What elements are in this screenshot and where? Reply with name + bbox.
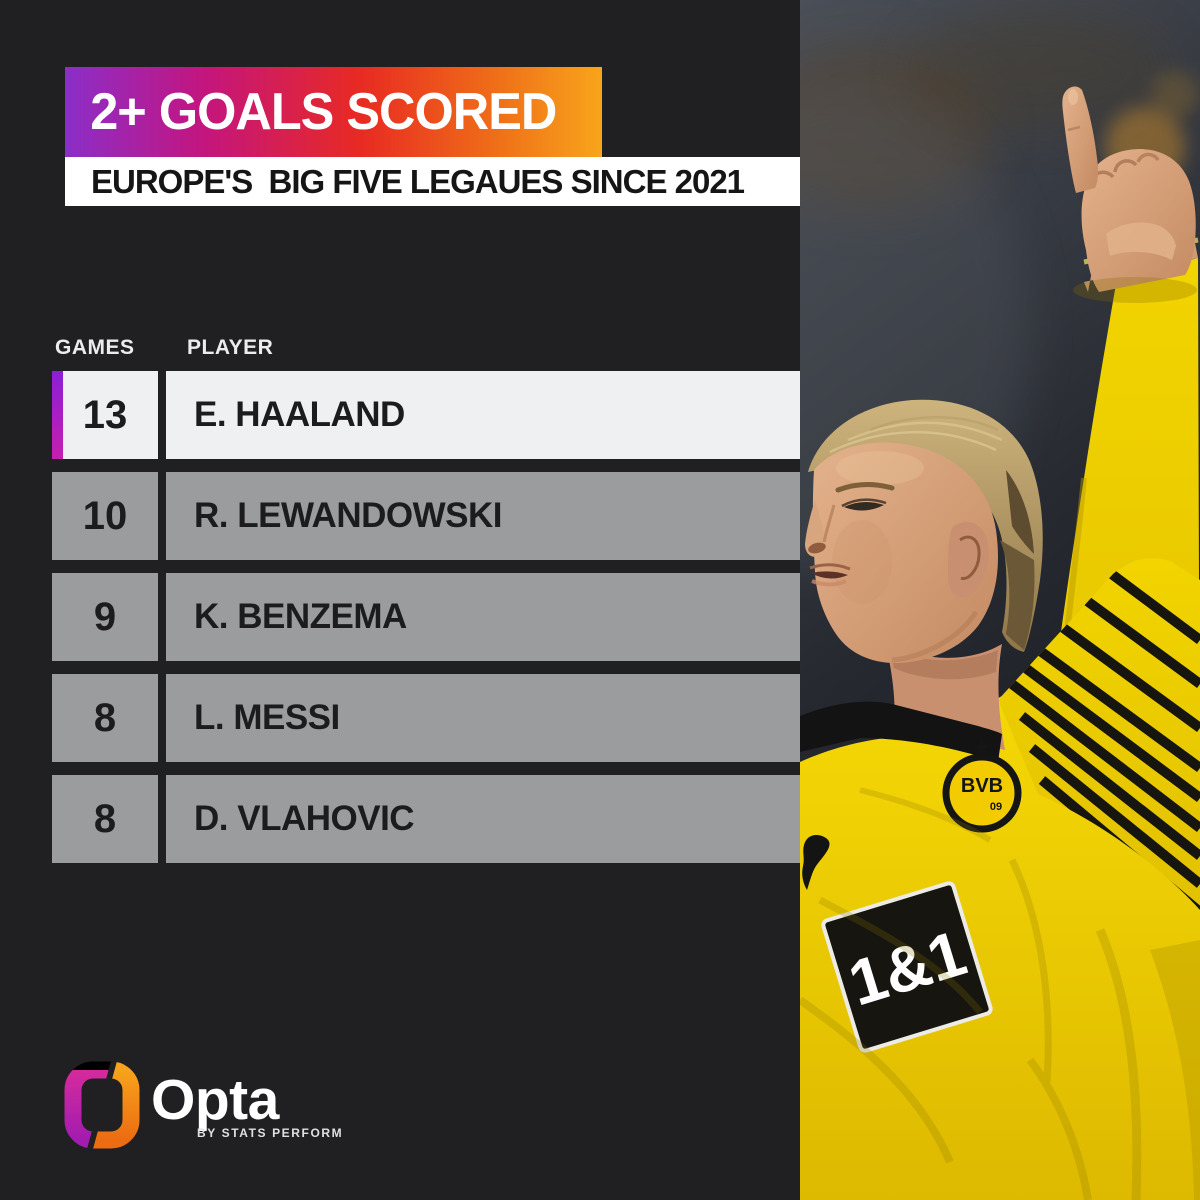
- opta-wordmark: Opta: [151, 1068, 279, 1132]
- table-row: 13 E. HAALAND: [0, 371, 800, 459]
- jersey-collar: [800, 701, 1002, 762]
- highlight-accent-bar: [52, 371, 63, 459]
- eyebrow: [835, 482, 895, 493]
- opta-sub-brand: BY STATS PERFORM: [197, 1126, 344, 1140]
- badge-year: 09: [990, 801, 1002, 813]
- table-row: 9 K. BENZEMA: [0, 573, 800, 661]
- ear: [948, 521, 989, 598]
- jersey-torso: [800, 696, 1200, 1200]
- bvb-badge-icon: BVB 09: [942, 738, 1022, 833]
- player-cell: E. HAALAND: [166, 371, 800, 459]
- player-cell: K. BENZEMA: [166, 573, 800, 661]
- upper-lip: [809, 563, 851, 571]
- table-row: 10 R. LEWANDOWSKI: [0, 472, 800, 560]
- page-title: 2+ GOALS SCORED: [90, 83, 557, 141]
- player-cell: D. VLAHOVIC: [166, 775, 800, 863]
- games-cell: 8: [52, 674, 158, 762]
- player-name: K. BENZEMA: [194, 597, 407, 636]
- head: [805, 399, 1043, 664]
- star-icon: [971, 738, 991, 756]
- subtitle-banner: EUROPE'S BIG FIVE LEGAUES SINCE 2021: [65, 157, 813, 206]
- column-header-player: PLAYER: [187, 336, 274, 359]
- games-cell: 9: [52, 573, 158, 661]
- badge-text: BVB: [961, 775, 1003, 797]
- column-header-games: GAMES: [55, 336, 135, 359]
- games-cell: 13: [52, 371, 158, 459]
- games-value: 9: [93, 594, 117, 639]
- games-value: 8: [93, 695, 117, 740]
- page-subtitle: EUROPE'S BIG FIVE LEGAUES SINCE 2021: [91, 162, 745, 200]
- player-cell: R. LEWANDOWSKI: [166, 472, 800, 560]
- player-photo: BVB 09 1&1: [800, 0, 1200, 1200]
- table-row: 8 D. VLAHOVIC: [0, 775, 800, 863]
- mouth: [811, 571, 848, 579]
- jersey-sponsor-patch: 1&1: [821, 881, 993, 1053]
- player-name: L. MESSI: [194, 698, 340, 737]
- player-name: R. LEWANDOWSKI: [194, 496, 502, 535]
- index-finger: [1062, 86, 1099, 193]
- table-row: 8 L. MESSI: [0, 674, 800, 762]
- eye: [844, 501, 884, 511]
- pointing-hand: [1062, 86, 1198, 303]
- games-value: 10: [82, 493, 128, 538]
- games-value: 13: [82, 392, 128, 437]
- games-cell: 8: [52, 775, 158, 863]
- title-banner: 2+ GOALS SCORED: [65, 67, 602, 157]
- opta-logo-icon: [64, 1061, 140, 1149]
- games-cell: 10: [52, 472, 158, 560]
- player-name: E. HAALAND: [194, 395, 405, 434]
- face: [812, 442, 998, 664]
- player-figure: BVB 09 1&1: [800, 86, 1200, 1200]
- nostril: [808, 542, 826, 554]
- jersey-wrinkles: [800, 787, 1142, 1200]
- games-value: 8: [93, 796, 117, 841]
- player-cell: L. MESSI: [166, 674, 800, 762]
- puma-logo-icon: [802, 835, 830, 890]
- player-name: D. VLAHOVIC: [194, 799, 415, 838]
